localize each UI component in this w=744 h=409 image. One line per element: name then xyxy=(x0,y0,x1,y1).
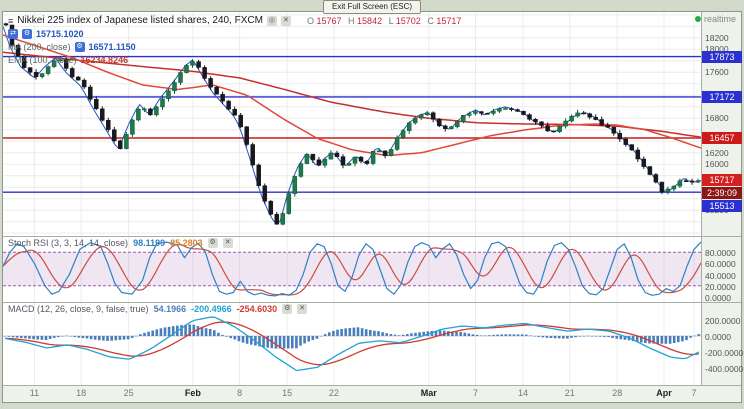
ohlc-values: O 15767 H 15842 L 15702 C 15717 xyxy=(306,15,462,26)
stoch-settings-icon[interactable]: ⚙ xyxy=(207,238,218,248)
stoch-rsi-axis[interactable]: 80.0000 60.0000 40.0000 20.0000 0.0000 xyxy=(701,237,741,303)
fast-ma-value: 15715.1020 xyxy=(36,28,84,39)
macd-settings-icon[interactable]: ⚙ xyxy=(282,304,293,314)
time-axis-label: 21 xyxy=(564,388,575,398)
ma-legend-row: MA (200, close) ⚙ 16571.1150 xyxy=(8,40,461,53)
macd-axis-label: 0.0000 xyxy=(705,331,731,342)
stoch-d-value: 85.2803 xyxy=(170,238,203,248)
ema-legend-row: EMA (100, close) 16234.8246 xyxy=(8,53,461,66)
stoch-close-icon[interactable]: ✕ xyxy=(222,238,233,248)
time-axis-label: Mar xyxy=(420,388,437,398)
stoch-axis-label: 60.0000 xyxy=(705,259,736,270)
time-axis-label: 7 xyxy=(473,388,479,398)
time-axis-label: 15 xyxy=(282,388,293,398)
chart-legend: ≡ Nikkei 225 index of Japanese listed sh… xyxy=(8,14,461,66)
stoch-plot-area[interactable] xyxy=(3,237,701,302)
level-price-badge: 15513 xyxy=(702,200,742,213)
price-axis-label: 16200 xyxy=(705,147,729,158)
macd-axis-label: -200.0000 xyxy=(705,348,744,359)
time-axis-label: 14 xyxy=(517,388,529,398)
ma-label: MA (200, close) xyxy=(8,41,71,52)
fast-ma-legend-row: ⇄ ⚙ 15715.1020 xyxy=(8,27,461,40)
main-plot-area[interactable] xyxy=(3,12,701,236)
ema-label: EMA (100, close) xyxy=(8,54,77,65)
macd-close-icon[interactable]: ✕ xyxy=(297,304,308,314)
stoch-axis-label: 20.0000 xyxy=(705,281,736,292)
price-axis-label: 17600 xyxy=(705,67,729,78)
bar-countdown-badge: 2:39:09 xyxy=(702,187,742,200)
time-axis[interactable]: 11 18 25 Feb 8 15 22 Mar 7 14 21 28 Apr 7 xyxy=(3,385,741,402)
ma-value: 16571.1150 xyxy=(88,41,136,52)
legend-compare-icon[interactable]: ⇄ xyxy=(8,28,18,39)
time-axis-label: 11 xyxy=(29,388,40,398)
macd-axis[interactable]: 200.0000 0.0000 -200.0000 -400.0000 xyxy=(701,303,744,385)
time-axis-label: 8 xyxy=(237,388,243,398)
stoch-rsi-title: Stoch RSI (3, 3, 14, 14, close) xyxy=(8,238,129,248)
chart-menu-icon[interactable]: ≡ xyxy=(8,15,14,26)
ma-settings-icon[interactable]: ⚙ xyxy=(74,41,85,52)
macd-axis-label: 200.0000 xyxy=(705,315,741,326)
stoch-axis-label: 80.0000 xyxy=(705,248,736,259)
symbol-title: Nikkei 225 index of Japanese listed shar… xyxy=(17,15,263,26)
macd-header: MACD (12, 26, close, 9, false, true) 54.… xyxy=(8,304,308,314)
price-axis-label: 18200 xyxy=(705,32,729,43)
macd-line-value: -200.4966 xyxy=(191,304,232,314)
realtime-indicator: realtime xyxy=(694,14,736,24)
main-price-pane[interactable]: 1820018000176001680016200160001520015717… xyxy=(3,12,742,236)
candlestick-canvas[interactable] xyxy=(3,12,701,236)
legend-eye-icon[interactable]: ◎ xyxy=(266,15,277,26)
macd-canvas[interactable] xyxy=(3,303,701,385)
symbol-legend-row: ≡ Nikkei 225 index of Japanese listed sh… xyxy=(8,14,461,27)
time-axis-label: 7 xyxy=(691,388,697,398)
last-price-badge: 15717 xyxy=(702,174,742,187)
macd-plot-area[interactable] xyxy=(3,303,701,385)
level-price-badge: 17172 xyxy=(702,90,742,103)
macd-axis-label: -400.0000 xyxy=(705,364,744,375)
time-axis-label: Feb xyxy=(184,388,201,398)
time-axis-label: 25 xyxy=(123,388,134,398)
stoch-rsi-header: Stoch RSI (3, 3, 14, 14, close) 98.1199 … xyxy=(8,238,233,248)
chart-widget: 1820018000176001680016200160001520015717… xyxy=(2,11,744,403)
time-axis-label: 28 xyxy=(612,388,623,398)
time-axis-label: Apr xyxy=(656,388,672,398)
price-axis-label: 16800 xyxy=(705,113,729,124)
legend-style-icon[interactable]: ⚙ xyxy=(22,28,32,39)
time-axis-label: 18 xyxy=(76,388,87,398)
price-axis-label: 16000 xyxy=(705,159,729,170)
level-price-badge: 17873 xyxy=(702,50,742,63)
stoch-rsi-canvas[interactable] xyxy=(3,237,701,302)
realtime-dot xyxy=(694,16,701,22)
macd-title: MACD (12, 26, close, 9, false, true) xyxy=(8,304,149,314)
stoch-axis-label: 0.0000 xyxy=(705,293,731,303)
price-axis[interactable]: 1820018000176001680016200160001520015717… xyxy=(701,12,742,236)
legend-close-icon[interactable]: ✕ xyxy=(280,15,291,26)
price-axis-label: 18000 xyxy=(705,44,729,55)
stoch-axis-label: 40.0000 xyxy=(705,270,736,281)
level-price-badge: 16457 xyxy=(702,131,742,144)
realtime-label: realtime xyxy=(703,14,736,24)
stoch-rsi-pane[interactable]: 80.0000 60.0000 40.0000 20.0000 0.0000 Stoch… xyxy=(3,236,741,303)
ema-value: 16234.8246 xyxy=(80,54,129,65)
stoch-k-value: 98.1199 xyxy=(133,238,166,248)
macd-pane[interactable]: 200.0000 0.0000 -200.0000 -400.0000 MACD (1… xyxy=(3,302,744,385)
exit-fullscreen-button[interactable]: Exit Full Screen (ESC) xyxy=(322,0,422,14)
time-axis-label: 22 xyxy=(328,388,339,398)
macd-hist-value: 54.1966 xyxy=(153,304,187,314)
macd-signal-value: -254.6030 xyxy=(236,304,278,314)
